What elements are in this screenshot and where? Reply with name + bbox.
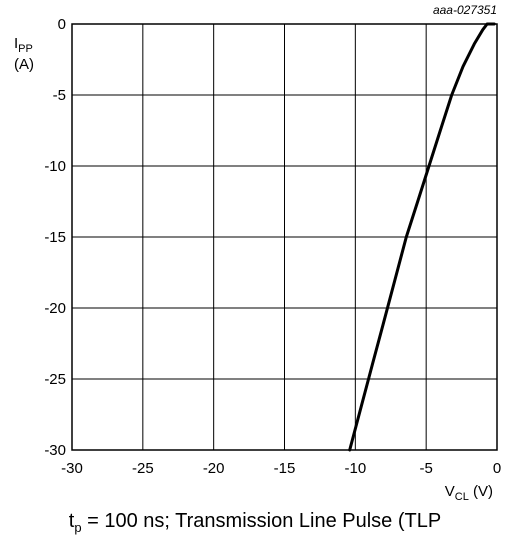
x-axis-label-main: V bbox=[445, 483, 455, 500]
y-axis-label-sub: PP bbox=[18, 43, 33, 55]
y-axis-label-main: I bbox=[14, 35, 18, 52]
caption-rest: = 100 ns; Transmission Line Pulse (TLP bbox=[81, 510, 442, 532]
plot-frame bbox=[71, 23, 498, 451]
x-tick-label: -15 bbox=[274, 460, 296, 477]
x-tick-label: 0 bbox=[493, 460, 501, 477]
figure-code: aaa-027351 bbox=[433, 3, 497, 17]
y-tick-label: -30 bbox=[44, 442, 66, 459]
x-tick-label: -20 bbox=[203, 460, 225, 477]
series-line bbox=[348, 22, 496, 452]
grid bbox=[72, 24, 497, 450]
x-axis-label: VCL (V) bbox=[445, 483, 493, 503]
chart: -30 -25 -20 -15 -10 -5 0 0 -5 -10 -15 -20 -25 -30 aaa… bbox=[14, 3, 501, 503]
tick-labels: -30 -25 -20 -15 -10 -5 0 0 -5 -10 -15 -20 -25 -30 bbox=[44, 16, 501, 477]
y-tick-label: -20 bbox=[44, 300, 66, 317]
x-tick-label: -10 bbox=[344, 460, 366, 477]
y-tick-label: -5 bbox=[53, 87, 66, 104]
caption-t-sub: p bbox=[74, 520, 82, 535]
x-tick-label: -30 bbox=[61, 460, 83, 477]
y-axis-unit: (A) bbox=[14, 56, 34, 73]
y-tick-label: -25 bbox=[44, 371, 66, 388]
series-lines bbox=[348, 22, 496, 452]
y-axis-label: IPP bbox=[14, 35, 33, 55]
y-tick-label: 0 bbox=[58, 16, 66, 33]
caption-t: t bbox=[68, 510, 75, 532]
figure-caption: tp = 100 ns; Transmission Line Pulse (TL… bbox=[0, 510, 510, 535]
x-tick-label: -5 bbox=[419, 460, 432, 477]
y-tick-label: -15 bbox=[44, 229, 66, 246]
x-axis-label-sub: CL bbox=[455, 491, 469, 503]
x-tick-label: -25 bbox=[132, 460, 154, 477]
x-axis-label-unit: (V) bbox=[469, 483, 493, 500]
y-tick-label: -10 bbox=[44, 158, 66, 175]
